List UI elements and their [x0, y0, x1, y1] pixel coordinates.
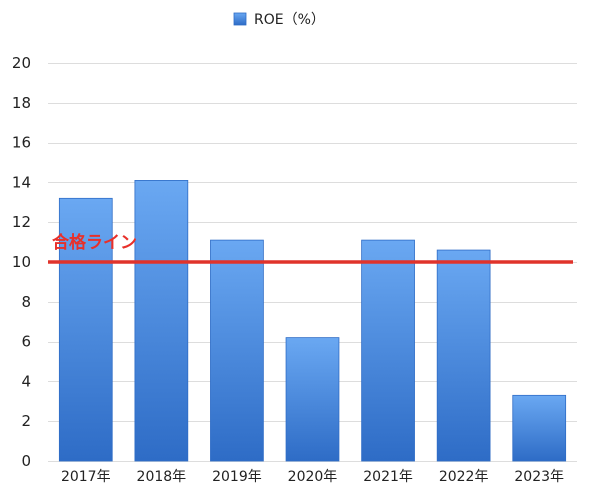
y-tick-label: 10	[12, 253, 31, 271]
bar	[58, 197, 113, 462]
y-tick-label: 16	[12, 134, 31, 152]
x-tick-label: 2019年	[212, 469, 262, 485]
x-tick-label: 2021年	[363, 469, 413, 485]
y-axis-tick-labels: 0 2 4 6 8 10 12 14 16 18 20	[12, 54, 31, 470]
x-tick-label: 2020年	[288, 469, 338, 485]
reference-line-group: 合格ライン	[48, 232, 573, 264]
y-tick-label: 20	[12, 54, 31, 72]
bar	[210, 239, 264, 462]
x-tick-label: 2022年	[439, 469, 489, 485]
x-tick-label: 2018年	[137, 469, 187, 485]
bar	[436, 249, 491, 462]
x-tick-label: 2017年	[61, 469, 111, 485]
bar	[285, 337, 340, 462]
reference-line-label: 合格ライン	[52, 232, 137, 253]
bar	[512, 394, 567, 462]
x-axis-tick-labels: 2017年 2018年 2019年 2020年 2021年 2022年 2023年	[61, 469, 564, 485]
bar	[361, 239, 415, 462]
y-tick-label: 4	[21, 372, 31, 390]
y-tick-label: 2	[21, 412, 31, 430]
y-tick-label: 8	[21, 293, 31, 311]
legend-label: ROE（%）	[254, 12, 325, 28]
y-tick-label: 6	[21, 333, 31, 351]
legend-swatch	[233, 12, 247, 26]
y-tick-label: 18	[12, 94, 31, 112]
legend: ROE（%）	[233, 12, 325, 28]
y-tick-label: 0	[21, 452, 31, 470]
bars	[58, 180, 567, 462]
x-tick-label: 2023年	[514, 469, 564, 485]
bar	[134, 180, 189, 462]
y-tick-label: 14	[12, 173, 31, 191]
y-tick-label: 12	[12, 213, 31, 231]
